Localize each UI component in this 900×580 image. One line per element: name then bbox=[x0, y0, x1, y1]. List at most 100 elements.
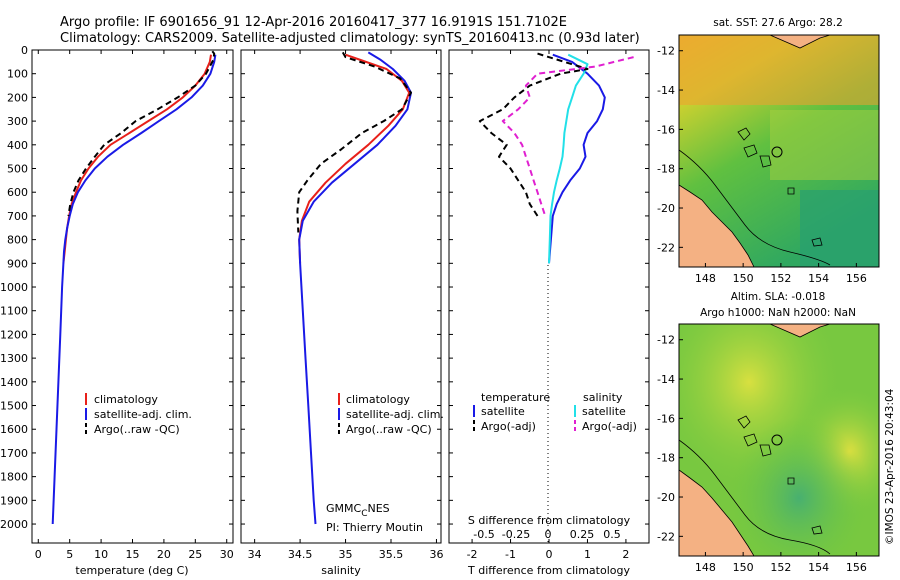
x-tick-label: 15 bbox=[126, 548, 140, 561]
lon-tick-label: 154 bbox=[808, 272, 829, 285]
temperature-legend: climatology satellite-adj. clim. Argo(..… bbox=[85, 393, 192, 436]
lon-tick-label: 152 bbox=[770, 272, 791, 285]
lat-tick-label: -12 bbox=[657, 45, 675, 58]
y-tick-label: 1700 bbox=[0, 447, 28, 460]
lat-tick-label: -16 bbox=[657, 123, 675, 136]
difference-panel-frame bbox=[448, 49, 650, 544]
x-tick-label: 20 bbox=[157, 548, 171, 561]
temperature-series-group bbox=[51, 50, 217, 525]
x-tick-label: -2 bbox=[467, 548, 478, 561]
x-tick-label: 5 bbox=[66, 548, 73, 561]
salinity-line-climatology bbox=[298, 53, 411, 264]
lat-tick-label: -14 bbox=[657, 84, 675, 97]
temperature-line-satellite-adj-clim bbox=[51, 54, 217, 525]
argo-position-marker bbox=[771, 146, 783, 158]
x-tick-label: 35 bbox=[339, 548, 353, 561]
imos-watermark: ©IMOS 23-Apr-2016 20:43:04 bbox=[884, 388, 896, 545]
y-tick-label: 1100 bbox=[0, 305, 28, 318]
x-tick-label: 0 bbox=[546, 548, 553, 561]
x-tick-label: 36 bbox=[429, 548, 443, 561]
lat-tick-label: -20 bbox=[657, 202, 675, 215]
axis-ticks: 0 5 10 15 20 25 300100200300400500600700800900… bbox=[0, 44, 649, 561]
x-tick-label: 25 bbox=[188, 548, 202, 561]
sla-map bbox=[679, 324, 879, 556]
legend-label: Argo(-adj) bbox=[582, 420, 637, 433]
y-tick-label: 1300 bbox=[0, 352, 28, 365]
salinity-xlabel: salinity bbox=[321, 564, 361, 577]
x-tick-label: 2 bbox=[622, 548, 629, 561]
pi-label: PI: Thierry Moutin bbox=[326, 521, 423, 534]
legend-title-temperature: temperature bbox=[481, 391, 550, 404]
lat-tick-label: -22 bbox=[657, 530, 675, 543]
temperature-line-argo-raw-qc bbox=[67, 50, 216, 217]
y-tick-label: 700 bbox=[7, 210, 28, 223]
x-tick-label: 10 bbox=[94, 548, 108, 561]
lon-tick-label: 152 bbox=[770, 561, 791, 574]
salinity-line-satellite-adj-clim bbox=[298, 51, 412, 525]
reef-outlines bbox=[737, 415, 823, 535]
lat-tick-label: -14 bbox=[657, 373, 675, 386]
sst-warm-band bbox=[679, 35, 879, 105]
legend-label: Argo(-adj) bbox=[481, 420, 536, 433]
y-tick-label: 300 bbox=[7, 115, 28, 128]
y-tick-label: 2000 bbox=[0, 518, 28, 531]
sst-map bbox=[679, 35, 879, 267]
y-tick-label: 1900 bbox=[0, 494, 28, 507]
difference-line-salinity-argo-adj bbox=[501, 56, 634, 217]
shelf-contour bbox=[679, 149, 831, 266]
y-tick-label: 200 bbox=[7, 91, 28, 104]
profile-lines bbox=[51, 50, 634, 525]
legend-title-salinity: salinity bbox=[583, 391, 623, 404]
y-tick-label: 1400 bbox=[0, 376, 28, 389]
y-tick-label: 500 bbox=[7, 163, 28, 176]
y-tick-label: 600 bbox=[7, 186, 28, 199]
sla-map-title: Altim. SLA: -0.018 bbox=[731, 291, 826, 303]
x-tick-label: 34.5 bbox=[288, 548, 313, 561]
y-tick-label: 100 bbox=[7, 68, 28, 81]
y-tick-label: 1500 bbox=[0, 400, 28, 413]
difference-line-salinity-satellite bbox=[548, 53, 589, 264]
legend-label: satellite-adj. clim. bbox=[346, 408, 444, 421]
s-tick-label: 0 bbox=[545, 528, 552, 541]
legend-label: climatology bbox=[94, 393, 158, 406]
y-tick-label: 0 bbox=[21, 44, 28, 57]
gmmc-cnes-label: GMMCCNES bbox=[326, 502, 390, 519]
lat-tick-label: -22 bbox=[657, 241, 675, 254]
salinity-series-group bbox=[296, 51, 412, 525]
difference-line-temperature-argo-adj bbox=[478, 52, 589, 217]
lat-tick-label: -18 bbox=[657, 452, 675, 465]
y-tick-label: 1600 bbox=[0, 423, 28, 436]
title-line-1: Argo profile: IF 6901656_91 12-Apr-2016 … bbox=[60, 15, 567, 30]
lat-tick-label: -20 bbox=[657, 491, 675, 504]
s-difference-xlabel: S difference from climatology bbox=[468, 514, 631, 527]
s-tick-label: 0.25 bbox=[570, 528, 595, 541]
x-tick-label: 34 bbox=[248, 548, 262, 561]
salinity-legend: climatology satellite-adj. clim. Argo(..… bbox=[338, 393, 444, 436]
y-tick-label: 1800 bbox=[0, 471, 28, 484]
s-tick-label: -0.5 bbox=[473, 528, 494, 541]
sst-map-title: sat. SST: 27.6 Argo: 28.2 bbox=[713, 17, 843, 29]
y-tick-label: 800 bbox=[7, 234, 28, 247]
reef-outlines bbox=[737, 127, 823, 247]
lon-tick-label: 156 bbox=[846, 561, 867, 574]
salinity-panel-frame bbox=[240, 49, 442, 544]
y-tick-label: 1000 bbox=[0, 281, 28, 294]
s-tick-label: 0.5 bbox=[603, 528, 621, 541]
x-tick-label: 1 bbox=[584, 548, 591, 561]
legend-label: satellite bbox=[582, 405, 626, 418]
sla-map-subtitle: Argo h1000: NaN h2000: NaN bbox=[700, 307, 856, 319]
sst-cool-band bbox=[800, 190, 879, 267]
temperature-line-climatology bbox=[62, 54, 212, 264]
x-tick-label: 30 bbox=[220, 548, 234, 561]
legend-label: climatology bbox=[346, 393, 410, 406]
difference-legend: temperature salinity satellite satellite… bbox=[473, 391, 637, 433]
y-tick-label: 400 bbox=[7, 139, 28, 152]
y-tick-label: 1200 bbox=[0, 328, 28, 341]
s-tick-label: -0.25 bbox=[502, 528, 530, 541]
sst-map-frame bbox=[678, 34, 880, 268]
lat-tick-label: -12 bbox=[657, 334, 675, 347]
legend-label: Argo(..raw -QC) bbox=[346, 423, 432, 436]
map-axis-ticks: 148 150 152 154 156 -12 -14 -16 -18 -20 -22 148 150 1… bbox=[657, 45, 867, 574]
lon-tick-label: 156 bbox=[846, 272, 867, 285]
